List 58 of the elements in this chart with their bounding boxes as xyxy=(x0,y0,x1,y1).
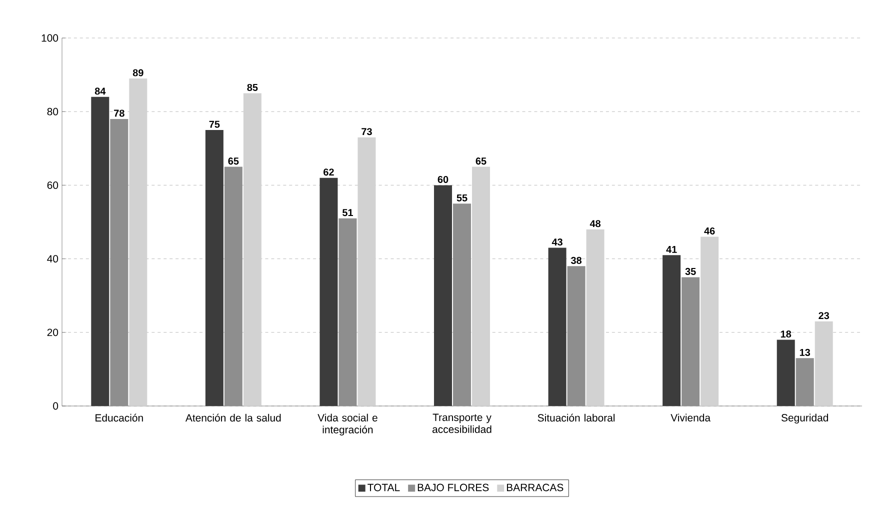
bar xyxy=(682,277,700,406)
data-label: 60 xyxy=(438,176,448,183)
data-label: 35 xyxy=(685,268,696,275)
bar xyxy=(472,166,490,406)
data-label: 84 xyxy=(94,88,106,95)
bar xyxy=(796,358,814,406)
data-label: 62 xyxy=(324,168,334,176)
y-tick-label: 80 xyxy=(47,108,58,116)
bar xyxy=(700,236,719,406)
bar xyxy=(338,218,357,406)
data-label: 48 xyxy=(590,220,601,228)
y-tick-label: 60 xyxy=(47,182,58,189)
x-tick-label: Vivienda xyxy=(670,414,711,422)
bar xyxy=(224,166,242,406)
data-label: 43 xyxy=(552,238,562,246)
legend-label: BAJO FLORES xyxy=(418,484,489,492)
bar xyxy=(434,185,452,406)
data-label: 85 xyxy=(247,84,258,91)
bar xyxy=(110,118,128,406)
y-tick-label: 100 xyxy=(42,34,58,42)
x-tick-label: Atención de la salud xyxy=(185,414,281,422)
data-label: 18 xyxy=(780,330,792,338)
data-label: 23 xyxy=(818,312,830,320)
bar xyxy=(776,340,795,406)
bar xyxy=(129,78,148,406)
bar xyxy=(453,204,472,406)
legend-label: TOTAL xyxy=(368,484,400,492)
bar xyxy=(662,255,681,406)
y-tick-label: 0 xyxy=(53,402,58,410)
bar xyxy=(814,321,833,406)
x-tick-label: Vida social e integración xyxy=(318,414,378,436)
data-label: 89 xyxy=(132,69,144,76)
x-tick-label: Educación xyxy=(96,414,143,422)
data-label: 55 xyxy=(456,194,468,202)
x-tick-label: Transporte y accesibilidad xyxy=(432,414,492,434)
x-tick-label: Seguridad xyxy=(781,414,828,424)
data-label: 51 xyxy=(342,209,353,216)
data-label: 78 xyxy=(114,110,124,117)
data-label: 13 xyxy=(800,348,810,356)
legend-label: BARRACAS xyxy=(506,484,564,492)
x-tick-label: Situación laboral xyxy=(538,414,615,422)
y-tick-label: 20 xyxy=(47,328,58,336)
y-tick-label: 40 xyxy=(47,255,58,263)
data-label: 73 xyxy=(362,128,372,136)
bar xyxy=(548,248,566,406)
data-label: 65 xyxy=(476,158,486,165)
bar xyxy=(205,130,224,406)
bar xyxy=(567,266,586,406)
bar xyxy=(243,93,262,406)
data-label: 38 xyxy=(570,256,582,264)
bar xyxy=(358,137,376,406)
bar xyxy=(320,178,338,406)
bar xyxy=(586,229,604,406)
bar xyxy=(91,96,110,406)
data-label: 46 xyxy=(704,227,715,235)
data-label: 41 xyxy=(666,246,677,253)
data-label: 75 xyxy=(209,120,220,128)
data-label: 65 xyxy=(228,158,239,165)
